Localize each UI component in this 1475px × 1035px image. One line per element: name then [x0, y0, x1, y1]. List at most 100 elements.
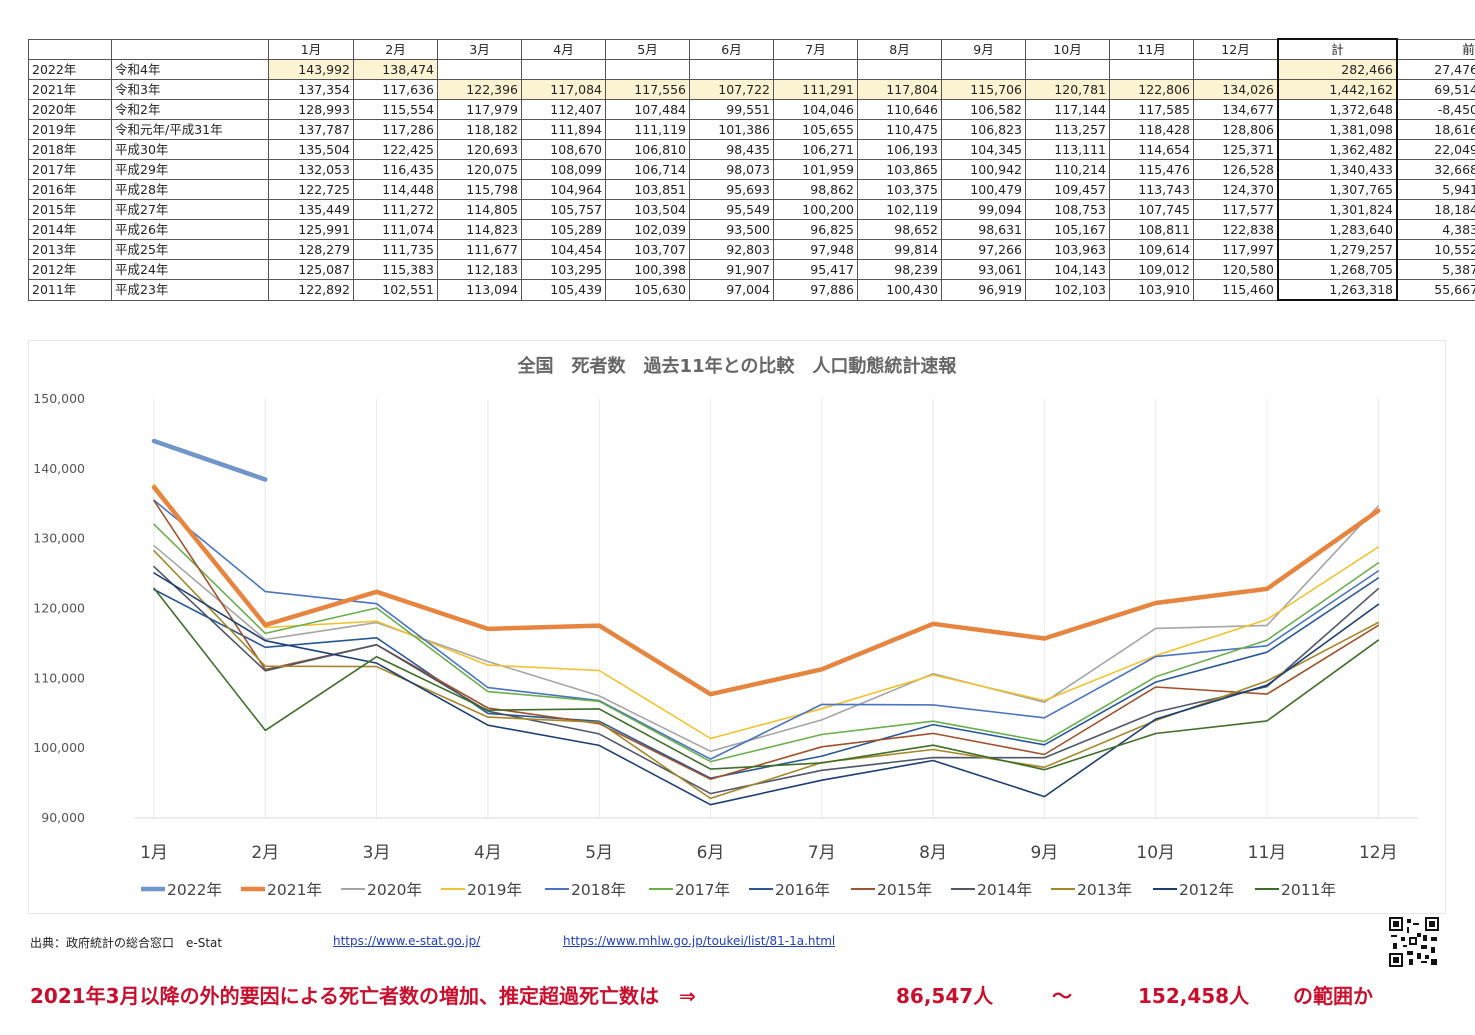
month-cell: 126,528: [1193, 159, 1279, 180]
header-cell: [111, 38, 269, 60]
source-link-estat[interactable]: https://www.e-stat.go.jp/: [333, 934, 481, 948]
month-cell: 106,582: [941, 99, 1026, 120]
month-cell: 111,677: [437, 239, 522, 260]
month-cell: 137,787: [268, 119, 354, 140]
year-cell: 2013年: [28, 239, 112, 260]
month-cell: 100,430: [857, 279, 942, 301]
month-cell: 125,991: [268, 219, 354, 240]
month-cell: 100,398: [605, 259, 690, 280]
month-cell: 106,714: [605, 159, 690, 180]
x-tick-label: 12月: [1359, 843, 1398, 863]
legend-label: 2011年: [1281, 881, 1336, 899]
legend-label: 2015年: [877, 881, 932, 899]
month-cell: 135,449: [268, 199, 354, 220]
deaths-data-table: 1月2月3月4月5月6月7月8月9月10月11月12月計前年比2022年令和4年…: [28, 38, 1475, 301]
total-cell: 1,268,705: [1277, 259, 1398, 280]
year-cell: 2020年: [28, 99, 112, 120]
era-cell: 平成25年: [111, 239, 269, 260]
year-cell: 2021年: [28, 79, 112, 100]
month-cell: 120,580: [1193, 259, 1279, 280]
month-cell: [1025, 59, 1110, 80]
month-cell: 109,614: [1109, 239, 1194, 260]
x-tick-label: 4月: [474, 843, 502, 863]
table-row: 2015年 平成27年 135,449 111,272 114,805 105,757 10…: [28, 199, 1475, 220]
header-cell: 4月: [521, 38, 606, 60]
month-cell: 111,074: [353, 219, 438, 240]
month-cell: 120,693: [437, 139, 522, 160]
x-tick-label: 7月: [808, 843, 836, 863]
diff-cell: 5,941: [1396, 179, 1475, 200]
header-cell: 1月: [268, 38, 354, 60]
diff-cell: 22,049: [1396, 139, 1475, 160]
month-cell: 114,654: [1109, 139, 1194, 160]
month-cell: 113,094: [437, 279, 522, 301]
month-cell: 105,289: [521, 219, 606, 240]
month-cell: 102,551: [353, 279, 438, 301]
month-cell: 125,371: [1193, 139, 1279, 160]
x-tick-label: 5月: [585, 843, 613, 863]
diff-cell: 27,476: [1396, 59, 1475, 80]
era-cell: 令和元年/平成31年: [111, 119, 269, 140]
source-link-mhlw[interactable]: https://www.mhlw.go.jp/toukei/list/81-1a…: [563, 934, 836, 948]
month-cell: 111,894: [521, 119, 606, 140]
diff-cell: 5,387: [1396, 259, 1475, 280]
month-cell: 117,144: [1025, 99, 1110, 120]
month-cell: 95,549: [689, 199, 774, 220]
month-cell: 97,004: [689, 279, 774, 301]
month-cell: 97,266: [941, 239, 1026, 260]
month-cell: 104,143: [1025, 259, 1110, 280]
month-cell: 117,997: [1193, 239, 1279, 260]
month-cell: 137,354: [268, 79, 354, 100]
legend-label: 2021年: [267, 881, 322, 899]
month-cell: [941, 59, 1026, 80]
year-cell: 2015年: [28, 199, 112, 220]
month-cell: 106,823: [941, 119, 1026, 140]
header-cell: 11月: [1109, 38, 1194, 60]
month-cell: 96,919: [941, 279, 1026, 301]
total-cell: 1,381,098: [1277, 119, 1398, 140]
month-cell: 111,119: [605, 119, 690, 140]
month-cell: 114,448: [353, 179, 438, 200]
month-cell: 95,417: [773, 259, 858, 280]
month-cell: 93,061: [941, 259, 1026, 280]
table-row: 2016年 平成28年 122,725 114,448 115,798 104,964 10…: [28, 179, 1475, 200]
line-chart: 全国 死者数 過去11年との比較 人口動態統計速報 90,000 100,000 11…: [33, 355, 1419, 899]
month-cell: 98,631: [941, 219, 1026, 240]
era-cell: 平成30年: [111, 139, 269, 160]
y-tick-label: 100,000: [33, 740, 85, 755]
table-row: 2017年 平成29年 132,053 116,435 120,075 108,099 10…: [28, 159, 1475, 180]
qr-code-icon: [1389, 917, 1439, 967]
month-cell: 98,862: [773, 179, 858, 200]
month-cell: 106,271: [773, 139, 858, 160]
month-cell: 105,757: [521, 199, 606, 220]
legend-label: 2016年: [775, 881, 830, 899]
month-cell: 138,474: [353, 59, 438, 80]
month-cell: 112,183: [437, 259, 522, 280]
month-cell: 96,825: [773, 219, 858, 240]
month-cell: 110,475: [857, 119, 942, 140]
x-tick-label: 2月: [251, 843, 279, 863]
header-cell: 9月: [941, 38, 1026, 60]
x-tick-label: 6月: [697, 843, 725, 863]
diff-cell: 4,383: [1396, 219, 1475, 240]
month-cell: 97,886: [773, 279, 858, 301]
month-cell: 134,026: [1193, 79, 1279, 100]
month-cell: 102,103: [1025, 279, 1110, 301]
year-cell: 2014年: [28, 219, 112, 240]
header-cell: 6月: [689, 38, 774, 60]
series-line-2018年: [153, 499, 1380, 760]
month-cell: [437, 59, 522, 80]
era-cell: 平成27年: [111, 199, 269, 220]
month-cell: 108,753: [1025, 199, 1110, 220]
month-cell: 124,370: [1193, 179, 1279, 200]
conclusion-tilde: ～: [1052, 984, 1072, 1008]
series-line-2013年: [153, 549, 1380, 800]
y-tick-label: 130,000: [33, 531, 85, 546]
month-cell: [605, 59, 690, 80]
total-cell: 1,372,648: [1277, 99, 1398, 120]
month-cell: 92,803: [689, 239, 774, 260]
conclusion-high-value: 152,458人: [1138, 984, 1250, 1008]
header-cell: 10月: [1025, 38, 1110, 60]
month-cell: 113,743: [1109, 179, 1194, 200]
header-cell: 3月: [437, 38, 522, 60]
